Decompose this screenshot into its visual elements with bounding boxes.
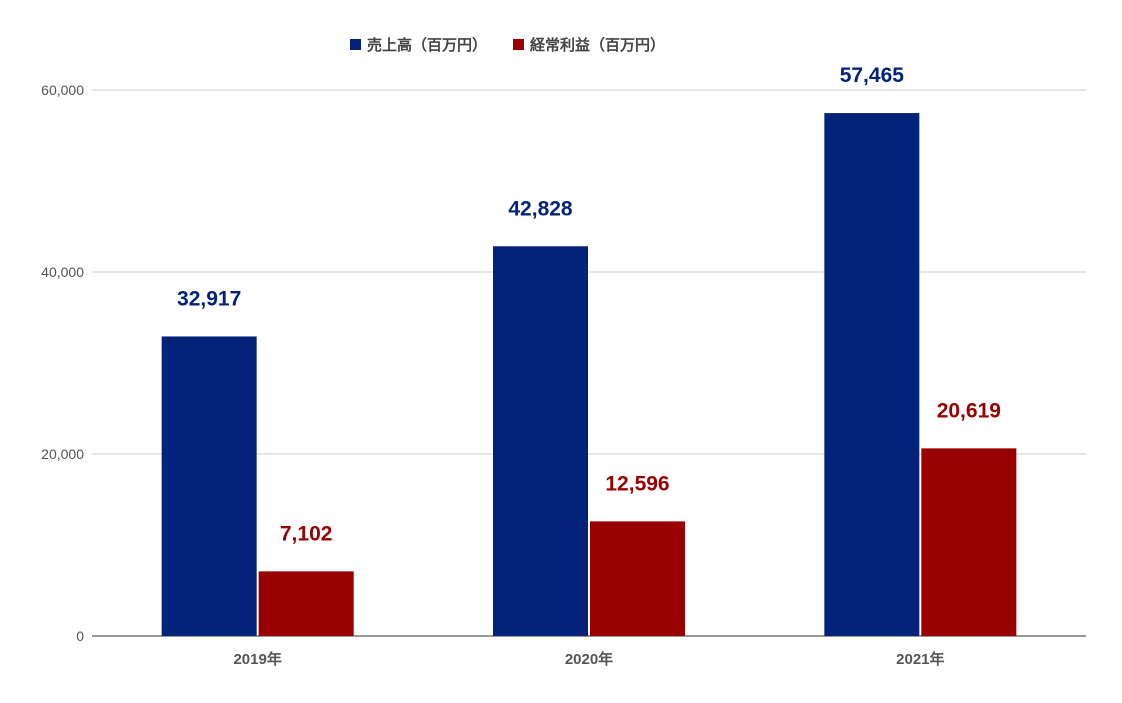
bar-ordinary-profit-2 — [921, 448, 1017, 636]
x-axis-categories: 2019年 2020年 2021年 — [233, 650, 944, 668]
legend-swatch — [513, 39, 524, 50]
gridlines — [92, 89, 1086, 637]
data-label: 42,828 — [508, 197, 573, 220]
legend-item-sales[interactable]: 売上高（百万円） — [350, 36, 487, 54]
bars — [161, 113, 1017, 637]
bar-ordinary-profit-0 — [258, 571, 354, 636]
data-labels: 32,917 7,102 42,828 12,596 57,465 20,619 — [177, 64, 1001, 545]
bar-sales-2 — [824, 113, 920, 637]
y-axis-ticks: 0 20,000 40,000 60,000 — [41, 82, 84, 644]
y-tick-label: 60,000 — [41, 82, 84, 98]
y-tick-label: 40,000 — [41, 264, 84, 280]
legend-item-ordinary-profit[interactable]: 経常利益（百万円） — [513, 36, 665, 54]
bar-ordinary-profit-1 — [590, 521, 685, 636]
legend-label: 売上高（百万円） — [367, 36, 487, 54]
legend-swatch — [350, 39, 361, 50]
legend-label: 経常利益（百万円） — [530, 36, 665, 54]
y-tick-label: 0 — [76, 628, 84, 644]
y-tick-label: 20,000 — [41, 446, 84, 462]
data-label: 12,596 — [605, 472, 669, 495]
data-label: 32,917 — [177, 287, 241, 310]
x-category-label: 2019年 — [233, 650, 281, 668]
bar-sales-0 — [161, 336, 257, 636]
data-label: 57,465 — [840, 64, 905, 87]
x-category-label: 2021年 — [896, 650, 944, 668]
bar-sales-1 — [493, 246, 588, 636]
legend: 売上高（百万円） 経常利益（百万円） — [350, 36, 665, 54]
x-category-label: 2020年 — [565, 650, 613, 668]
data-label: 7,102 — [280, 522, 333, 545]
data-label: 20,619 — [937, 399, 1001, 422]
